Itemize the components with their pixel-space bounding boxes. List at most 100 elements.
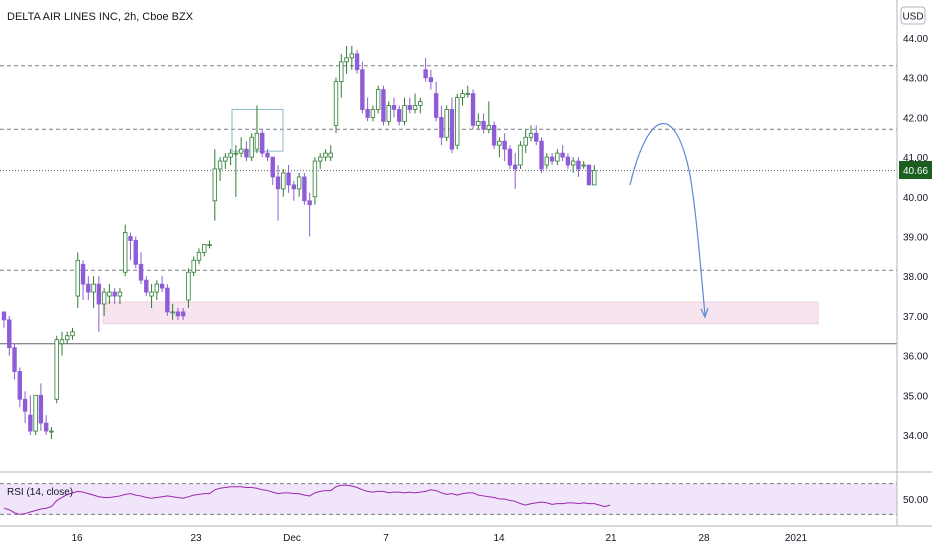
candle-body (96, 283, 102, 305)
candle-body (339, 61, 344, 83)
last-price-badge: 40.66 (899, 161, 932, 179)
candle-body (386, 105, 391, 122)
candle-body (86, 283, 91, 293)
price-tick-label: 34.00 (903, 431, 928, 442)
currency-button[interactable] (900, 6, 926, 25)
candle-body (302, 176, 307, 202)
price-tick-label: 35.00 (903, 391, 928, 402)
candle-body (149, 291, 154, 297)
candle-body (80, 263, 86, 285)
candle-body (555, 152, 560, 162)
candle-body (328, 152, 333, 158)
candle-body (586, 164, 592, 186)
candle-body (444, 109, 449, 138)
candle-body (565, 156, 571, 166)
candle-body (465, 93, 470, 95)
candle-body (481, 120, 486, 130)
candle-body (560, 152, 565, 158)
rsi-band (0, 483, 897, 515)
candle-body (265, 152, 270, 158)
candle-body (576, 160, 581, 170)
candle-body (12, 347, 17, 372)
candle-body (233, 152, 239, 155)
candle-body (439, 117, 444, 138)
candle-body (370, 109, 376, 118)
candle-body (65, 335, 70, 341)
candle-body (238, 148, 244, 154)
candle-body (180, 311, 186, 317)
candle-body (449, 109, 455, 150)
price-tick-label: 43.00 (903, 74, 928, 85)
candle-body (275, 176, 281, 190)
candle-body (128, 236, 133, 241)
candle-body (196, 251, 202, 261)
candle-body (123, 232, 128, 273)
candle-body (112, 291, 117, 297)
candle-body (54, 339, 59, 400)
candle-body (175, 311, 181, 317)
candle-body (518, 144, 523, 166)
time-tick-label: 2021 (785, 533, 808, 544)
rsi-pane[interactable]: 50.00 (0, 483, 928, 515)
candle-body (402, 105, 407, 122)
candle-body (107, 291, 112, 297)
candle-body (244, 148, 249, 158)
time-tick-label: 23 (190, 533, 202, 544)
candle-body (397, 109, 402, 122)
rsi-label: RSI (14, close) (7, 487, 73, 498)
candle-body (349, 53, 355, 59)
candle-body (296, 176, 302, 190)
candle-body (391, 105, 397, 110)
rsi-tick-label: 50.00 (903, 495, 928, 506)
candle-body (539, 140, 544, 170)
candle-body (223, 156, 228, 162)
price-tick-label: 40.00 (903, 193, 928, 204)
candle-body (138, 263, 144, 281)
candle-body (249, 136, 254, 158)
price-tick-label: 37.00 (903, 312, 928, 323)
forecast-arrow (629, 123, 706, 316)
candle-body (354, 53, 360, 71)
candle-body (323, 152, 328, 158)
candle-body (428, 77, 434, 83)
time-tick-label: 28 (698, 533, 710, 544)
candle-body (144, 279, 149, 293)
candle-body (507, 148, 513, 166)
candle-body (534, 132, 539, 142)
candle-body (165, 287, 170, 313)
currency-label: USD (902, 12, 923, 23)
candle-body (592, 170, 597, 186)
candle-body (281, 172, 286, 190)
candle-body (360, 69, 365, 110)
candle-body (191, 259, 196, 273)
candle-body (317, 156, 323, 162)
candle-body (70, 331, 75, 337)
candle-body (381, 89, 386, 122)
price-tick-label: 42.00 (903, 113, 928, 124)
candle-body (207, 244, 212, 246)
rsi-line (3, 484, 611, 515)
time-tick-label: Dec (283, 533, 301, 544)
candle-body (365, 109, 370, 118)
time-tick-label: 14 (493, 533, 505, 544)
candle-body (38, 394, 44, 424)
candle-body (307, 200, 312, 206)
candle-body (544, 156, 550, 166)
candle-body (523, 136, 528, 146)
candle-body (502, 140, 507, 150)
price-tick-label: 44.00 (903, 34, 928, 45)
last-price-badge-bg (899, 161, 932, 179)
candle-body (333, 81, 339, 126)
candle-body (375, 89, 381, 110)
candle-body (133, 240, 138, 265)
price-pane[interactable] (0, 45, 897, 439)
candle-body (117, 291, 123, 297)
candle-body (418, 101, 423, 106)
candle-body (312, 160, 318, 198)
candle-body (470, 93, 476, 126)
price-tick-label: 36.00 (903, 352, 928, 363)
candle-body (407, 105, 412, 110)
candle-body (91, 283, 96, 293)
price-tick-label: 39.00 (903, 233, 928, 244)
